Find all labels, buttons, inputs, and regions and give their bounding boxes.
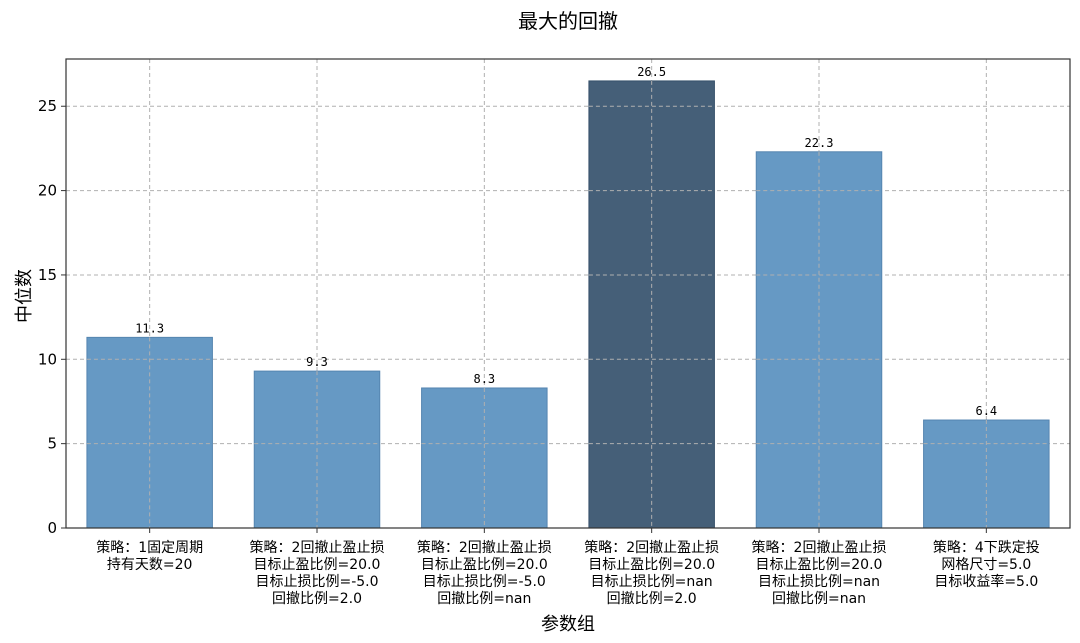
x-tick-label: 目标止盈比例=20.0 bbox=[421, 557, 548, 573]
y-tick-label: 5 bbox=[47, 435, 57, 453]
x-tick-label: 回撤比例=2.0 bbox=[607, 591, 697, 607]
x-axis-label: 参数组 bbox=[541, 614, 595, 635]
x-tick-label: 策略：2回撤止盈止损 bbox=[752, 539, 887, 556]
x-tick-label: 策略：4下跌定投 bbox=[933, 539, 1040, 556]
bar-value-label: 22.3 bbox=[805, 136, 834, 150]
bar bbox=[755, 151, 883, 529]
x-tick-label: 目标止损比例=nan bbox=[591, 574, 713, 590]
x-tick-label: 回撤比例=nan bbox=[437, 591, 531, 607]
y-tick-label: 25 bbox=[38, 97, 57, 115]
x-tick-label: 策略：2回撤止盈止损 bbox=[417, 539, 552, 556]
x-tick-label: 持有天数=20 bbox=[107, 557, 193, 573]
x-axis-ticks: 策略：1固定周期持有天数=20策略：2回撤止盈止损目标止盈比例=20.0目标止损… bbox=[96, 528, 1040, 607]
bar-value-label: 8.3 bbox=[473, 372, 495, 386]
y-axis-label: 中位数 bbox=[14, 269, 35, 323]
x-tick-label: 回撤比例=2.0 bbox=[272, 591, 362, 607]
y-tick-label: 0 bbox=[47, 519, 57, 537]
bar-value-label: 9.3 bbox=[306, 355, 328, 369]
x-tick-label: 目标止损比例=-5.0 bbox=[423, 574, 546, 590]
plot-frame bbox=[65, 58, 1071, 529]
x-tick-label: 目标止盈比例=20.0 bbox=[254, 557, 381, 573]
x-tick-label: 策略：2回撤止盈止损 bbox=[584, 539, 719, 556]
grid-lines bbox=[66, 59, 1070, 529]
x-tick-label: 目标收益率=5.0 bbox=[934, 573, 1038, 590]
y-axis-ticks: 0 5 10 15 20 25 bbox=[38, 97, 66, 537]
x-tick-label: 目标止盈比例=20.0 bbox=[756, 557, 883, 573]
value-labels: 11.3 9.3 8.3 26.5 22.3 6.4 bbox=[86, 65, 1050, 528]
x-tick-label: 目标止损比例=-5.0 bbox=[255, 574, 378, 590]
y-tick-label: 20 bbox=[38, 182, 57, 200]
x-tick-label: 策略：2回撤止盈止损 bbox=[250, 539, 385, 556]
y-tick-label: 15 bbox=[38, 266, 57, 284]
bars bbox=[86, 80, 1050, 529]
x-tick-label: 网格尺寸=5.0 bbox=[941, 557, 1031, 573]
bar-value-label: 6.4 bbox=[975, 404, 997, 418]
y-tick-label: 10 bbox=[38, 350, 57, 368]
x-tick-label: 策略：1固定周期 bbox=[96, 539, 203, 556]
bar-value-label: 26.5 bbox=[637, 65, 666, 79]
x-tick-label: 回撤比例=nan bbox=[772, 591, 866, 607]
x-tick-label: 目标止盈比例=20.0 bbox=[588, 557, 715, 573]
bar-value-label: 11.3 bbox=[135, 321, 164, 335]
chart-title: 最大的回撤 bbox=[518, 9, 618, 33]
x-tick-label: 目标止损比例=nan bbox=[758, 574, 880, 590]
